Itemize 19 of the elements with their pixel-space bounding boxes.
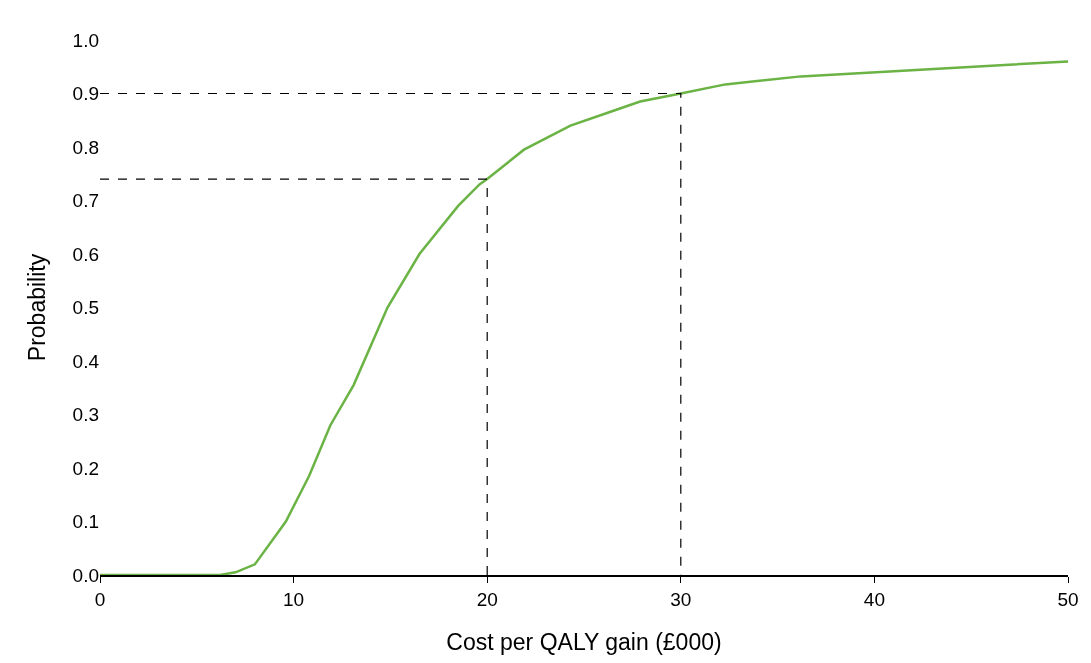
y-tick-label: 0.6 [72,243,99,265]
x-tick-label: 10 [283,588,305,610]
x-tick-label: 0 [94,588,106,610]
y-tick-label: 0.9 [72,83,99,105]
x-tick-label: 50 [1057,588,1079,610]
x-tick-label: 40 [863,588,885,610]
y-tick-label: 0.8 [72,136,99,158]
y-tick-label: 0.1 [72,511,99,533]
y-tick-label: 0.4 [72,350,100,372]
x-tick-label: 20 [476,588,498,610]
y-axis-title: Probability [24,253,51,362]
y-tick-label: 0.5 [72,297,99,319]
y-tick-label: 0.3 [72,404,99,426]
y-tick-label: 1.0 [72,29,99,51]
y-tick-label: 0.7 [72,190,99,212]
x-tick-label: 30 [670,588,692,610]
y-tick-label: 0.0 [72,564,99,586]
y-tick-label: 0.2 [72,457,99,479]
x-axis-title: Cost per QALY gain (£000) [446,628,722,655]
